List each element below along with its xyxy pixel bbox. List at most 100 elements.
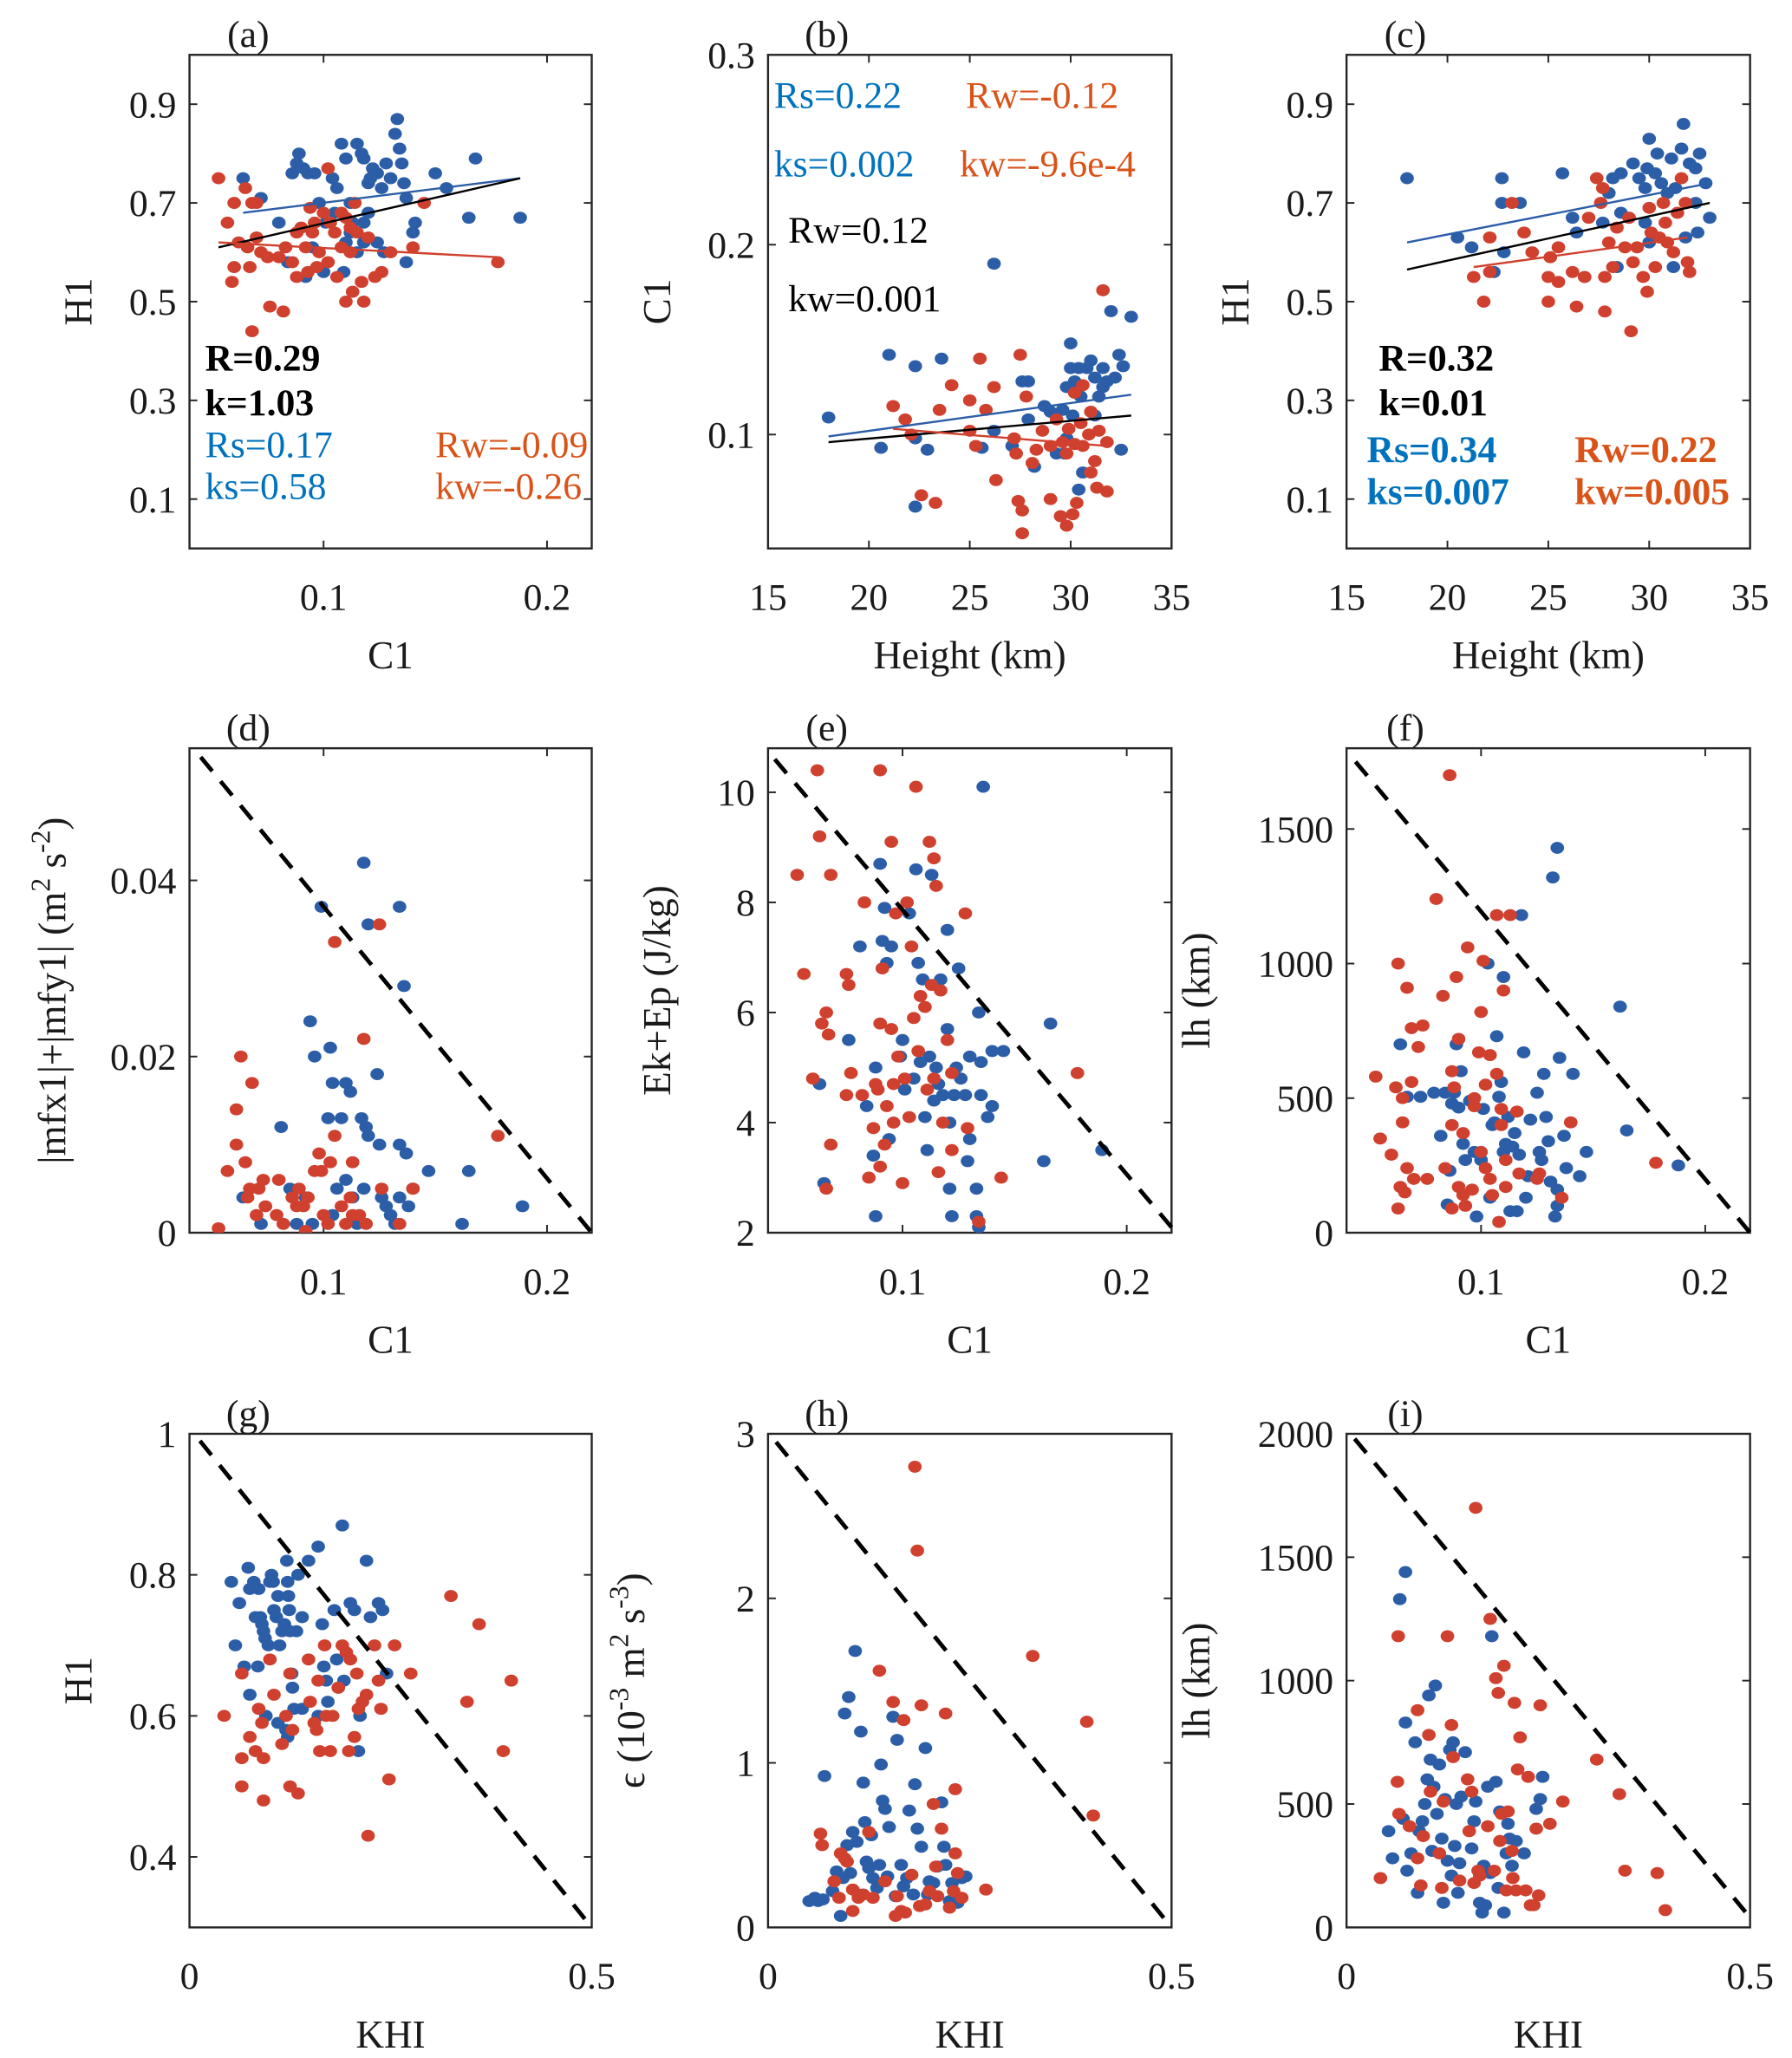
- data-point-winter: [1501, 1805, 1515, 1818]
- data-point-winter: [1499, 1884, 1514, 1897]
- y-tick-label: 0.4: [129, 1837, 177, 1879]
- y-tick-label: 1000: [1258, 1661, 1333, 1703]
- data-point-winter: [1391, 957, 1405, 970]
- fit-line-winter: [1473, 236, 1688, 269]
- data-point-winter: [862, 1826, 876, 1839]
- data-point-summer: [1055, 403, 1070, 416]
- data-point-winter: [1636, 270, 1651, 283]
- stat-annotation: k=0.01: [1378, 382, 1488, 424]
- data-point-winter: [350, 226, 364, 239]
- data-point-summer: [848, 1644, 863, 1657]
- data-point-summer: [292, 147, 306, 160]
- data-point-summer: [1464, 241, 1479, 254]
- data-point-winter: [914, 489, 929, 502]
- data-point-summer: [845, 1826, 860, 1839]
- data-point-winter: [1613, 1788, 1626, 1801]
- data-point-winter: [1469, 1501, 1482, 1514]
- data-point-summer: [408, 216, 422, 229]
- data-point-winter: [810, 764, 824, 777]
- data-point-winter: [918, 1000, 932, 1013]
- data-point-winter: [244, 1077, 259, 1090]
- data-point-summer: [1398, 1716, 1412, 1729]
- data-point-winter: [884, 836, 898, 849]
- data-point-winter: [1648, 261, 1663, 274]
- data-point-winter: [1011, 494, 1026, 507]
- y-tick-label: 0.5: [1287, 282, 1334, 323]
- data-point-winter: [918, 1898, 933, 1911]
- data-point-winter: [1489, 909, 1504, 922]
- data-point-summer: [918, 1742, 933, 1755]
- y-axis-label-part: -3: [604, 1586, 635, 1608]
- data-point-winter: [875, 962, 889, 975]
- data-point-winter: [1391, 1202, 1405, 1215]
- data-point-winter: [212, 172, 225, 185]
- data-point-winter: [1489, 1067, 1504, 1080]
- data-point-winter: [1589, 172, 1604, 185]
- data-point-winter: [290, 270, 304, 283]
- data-point-winter: [1649, 1156, 1663, 1169]
- data-point-winter: [877, 1138, 892, 1151]
- data-point-winter: [902, 1110, 916, 1123]
- data-point-winter: [790, 869, 805, 882]
- fit-line-summer: [243, 177, 521, 214]
- data-point-summer: [280, 1575, 295, 1588]
- data-point-summer: [853, 940, 867, 953]
- data-point-winter: [255, 1716, 269, 1729]
- data-point-winter: [1059, 519, 1074, 532]
- data-point-summer: [908, 1778, 922, 1791]
- data-point-winter: [870, 1083, 885, 1096]
- data-point-winter: [352, 1208, 367, 1221]
- data-point-summer: [897, 1083, 912, 1096]
- data-point-summer: [1517, 1847, 1531, 1859]
- data-point-summer: [399, 192, 414, 205]
- data-point-winter: [235, 1667, 249, 1680]
- data-point-summer: [1648, 166, 1663, 179]
- y-axis-label: ϵ (10-3 m2 s-3): [604, 1573, 653, 1788]
- data-point-summer: [996, 1045, 1011, 1058]
- data-point-winter: [1478, 1078, 1493, 1091]
- data-point-summer: [455, 1217, 469, 1230]
- data-point-summer: [947, 1089, 961, 1102]
- data-point-winter: [872, 1664, 887, 1677]
- data-point-winter: [1554, 1191, 1569, 1204]
- data-point-summer: [370, 166, 384, 179]
- data-point-summer: [816, 1893, 831, 1906]
- data-point-summer: [1398, 1566, 1412, 1579]
- y-tick-label: 500: [1277, 1078, 1334, 1120]
- data-point-winter: [909, 780, 923, 793]
- scatter-points: [790, 764, 1110, 1233]
- y-tick-label: 2: [736, 1213, 755, 1254]
- data-point-winter: [292, 1182, 306, 1195]
- data-point-winter: [496, 1745, 511, 1757]
- data-point-winter: [1498, 1154, 1513, 1167]
- data-point-winter: [922, 836, 936, 849]
- data-point-winter: [276, 1217, 290, 1230]
- data-point-summer: [393, 1191, 407, 1204]
- data-point-summer: [1427, 1086, 1441, 1099]
- data-point-winter: [243, 261, 257, 274]
- data-point-summer: [272, 1639, 287, 1651]
- data-point-winter: [1090, 481, 1105, 494]
- reference-dashed-line: [1353, 760, 1752, 1234]
- series-winter: [1368, 769, 1663, 1228]
- data-point-summer: [987, 257, 1001, 270]
- data-point-winter: [381, 1773, 396, 1786]
- data-point-summer: [1580, 1145, 1593, 1158]
- data-point-winter: [345, 285, 360, 298]
- data-point-winter: [301, 1191, 316, 1204]
- data-point-summer: [356, 216, 371, 229]
- data-point-winter: [886, 1078, 901, 1091]
- data-point-winter: [1400, 1162, 1414, 1175]
- y-axis-label-part: ): [609, 1573, 653, 1586]
- data-point-winter: [878, 1875, 892, 1888]
- data-point-winter: [229, 1103, 244, 1116]
- data-point-winter: [900, 896, 915, 909]
- data-point-winter: [1414, 1879, 1428, 1892]
- data-point-winter: [945, 1143, 959, 1156]
- data-point-summer: [1415, 1815, 1430, 1827]
- data-point-winter: [1416, 1830, 1430, 1842]
- x-tick-label: 0.1: [879, 1261, 927, 1303]
- panel-i: 0 0.5 0 500 1000 1500 2000 (i) KHI lh (km): [1175, 1393, 1774, 2056]
- data-point-winter: [356, 296, 371, 308]
- data-point-summer: [232, 1597, 246, 1610]
